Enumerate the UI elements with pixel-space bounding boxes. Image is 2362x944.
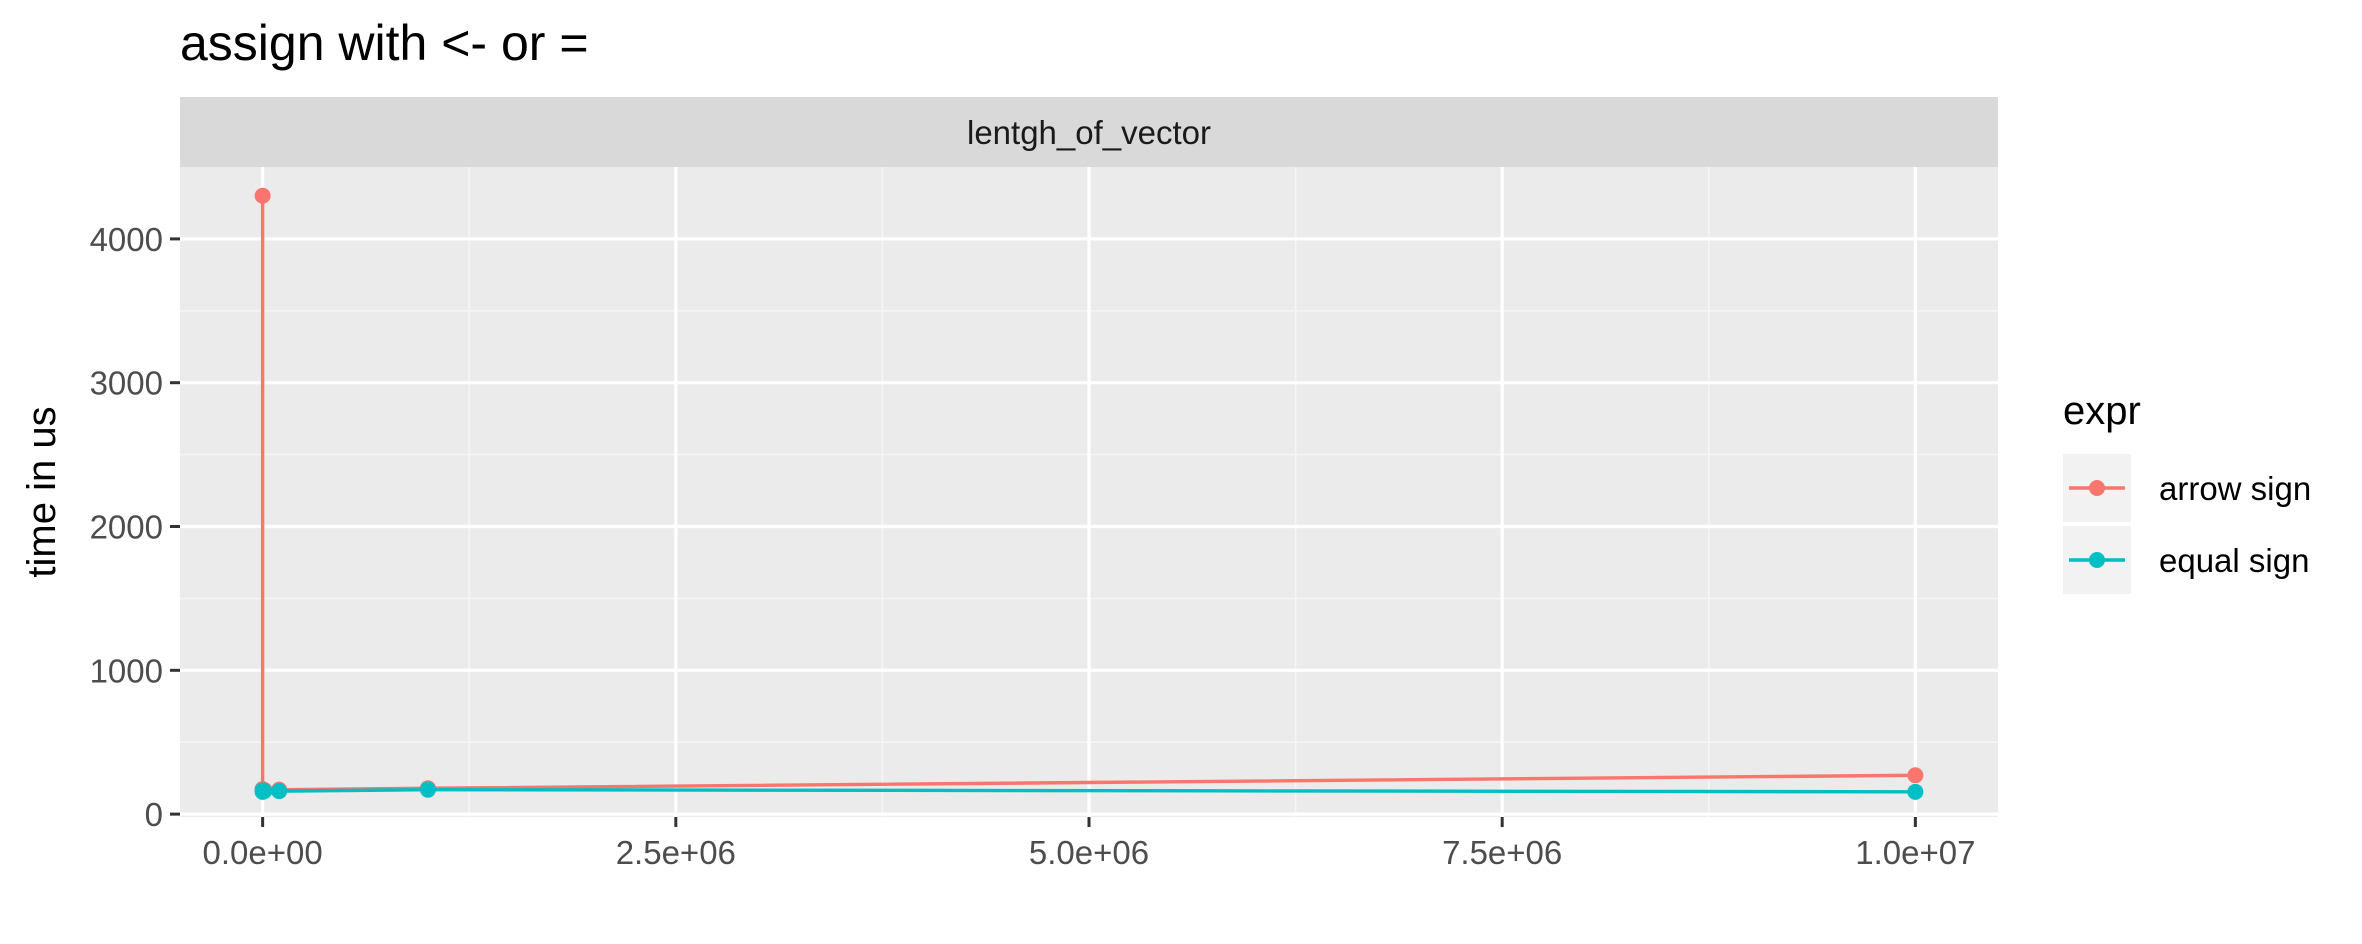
x-axis: 0.0e+00 2.5e+06 5.0e+06 7.5e+06 1.0e+07: [203, 817, 1975, 871]
y-axis-title: time in us: [20, 406, 64, 577]
legend-label: equal sign: [2159, 542, 2309, 579]
x-tick-label: 0.0e+00: [203, 834, 323, 871]
data-point: [271, 783, 288, 800]
data-point: [254, 187, 271, 204]
legend-items: arrow sign equal sign: [2063, 454, 2311, 594]
legend-key-point: [2089, 480, 2105, 496]
x-tick-label: 1.0e+07: [1855, 834, 1975, 871]
y-axis: 0 1000 2000 3000 4000: [90, 221, 180, 833]
facet-label: lentgh_of_vector: [967, 114, 1211, 151]
facet-strip: [180, 97, 1998, 167]
legend-title: expr: [2063, 389, 2141, 433]
x-tick-label: 7.5e+06: [1442, 834, 1562, 871]
data-point: [256, 783, 273, 800]
x-tick-label: 5.0e+06: [1029, 834, 1149, 871]
y-tick-label: 0: [145, 796, 163, 833]
series-layer: [254, 187, 1924, 800]
legend: expr arrow sign equal sign: [2063, 389, 2311, 594]
legend-key-point: [2089, 552, 2105, 568]
legend-label: arrow sign: [2159, 470, 2311, 507]
y-tick-label: 4000: [90, 221, 163, 258]
y-tick-label: 1000: [90, 652, 163, 689]
data-point: [419, 781, 436, 798]
major-grid: [180, 167, 1998, 817]
y-tick-label: 3000: [90, 365, 163, 402]
chart-title: assign with <- or =: [180, 15, 589, 71]
data-point: [1907, 783, 1924, 800]
data-point: [1907, 767, 1924, 784]
y-tick-label: 2000: [90, 509, 163, 546]
x-tick-label: 2.5e+06: [616, 834, 736, 871]
